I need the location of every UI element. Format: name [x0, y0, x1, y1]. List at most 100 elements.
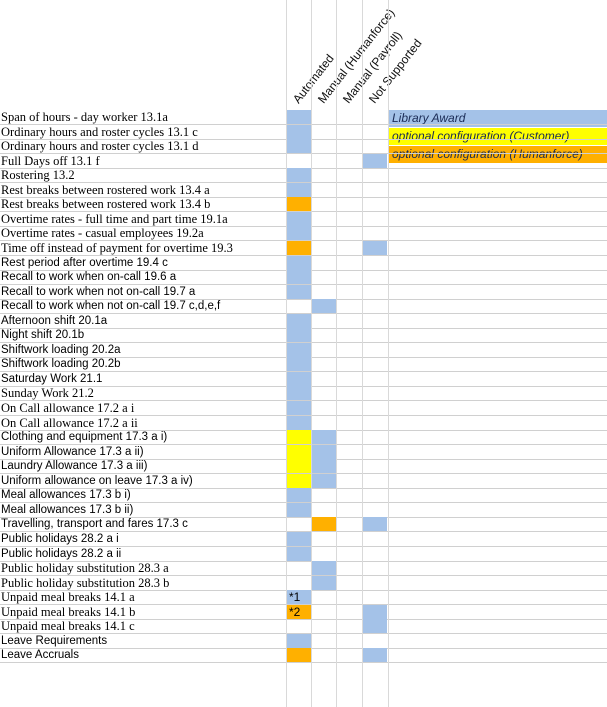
row-label: Recall to work when not on-call 19.7 a: [1, 285, 196, 298]
row-label: Public holiday substitution 28.3 a: [1, 561, 169, 576]
table-row: Unpaid meal breaks 14.1 a *1: [0, 590, 607, 606]
row-label: Public holidays 28.2 a ii: [1, 547, 122, 560]
status-cell: [287, 430, 311, 445]
column-divider: [286, 0, 287, 707]
status-cell: [287, 110, 311, 124]
status-cell: [312, 561, 336, 576]
table-row: On Call allowance 17.2 a i: [0, 401, 607, 416]
row-divider: [0, 240, 607, 242]
row-divider: [0, 269, 607, 271]
row-divider: [0, 385, 607, 387]
status-cell: [287, 444, 311, 459]
status-cell: [363, 648, 387, 663]
row-divider: [0, 560, 607, 562]
table-row: Recall to work when on-call 19.6 a: [0, 270, 607, 286]
row-divider: [0, 342, 607, 344]
row-label: Rest breaks between rostered work 13.4 a: [1, 182, 210, 197]
table-row: Laundry Allowance 17.3 a iii): [0, 459, 607, 475]
row-divider: [0, 575, 607, 577]
status-cell: [287, 342, 311, 357]
row-label: Meal allowances 17.3 b i): [1, 489, 131, 502]
status-cell: [287, 648, 311, 663]
row-label: Rest period after overtime 19.4 c: [1, 256, 168, 269]
status-cell: [287, 371, 311, 386]
status-cell: [287, 211, 311, 226]
table-row: Overtime rates - casual employees 19.2a: [0, 226, 607, 242]
status-cell: [287, 473, 311, 488]
status-cell: [287, 415, 311, 430]
status-cell: [312, 299, 336, 314]
status-cell: [287, 328, 311, 343]
row-label: Unpaid meal breaks 14.1 b: [1, 604, 136, 619]
row-divider: [0, 298, 607, 300]
table-row: Meal allowances 17.3 b ii): [0, 502, 607, 518]
status-cell: [287, 546, 311, 561]
status-cell: [363, 604, 387, 619]
status-cell: [312, 444, 336, 459]
row-label: Shiftwork loading 20.2b: [1, 358, 121, 371]
row-divider: [0, 284, 607, 286]
row-divider: [0, 647, 607, 649]
table-row: Ordinary hours and roster cycles 13.1 d: [0, 139, 607, 155]
row-divider: [0, 211, 607, 213]
status-cell: *2: [287, 604, 311, 619]
row-label: Uniform allowance on leave 17.3 a iv): [1, 474, 193, 487]
row-label: Laundry Allowance 17.3 a iii): [1, 460, 148, 473]
row-divider: [0, 225, 607, 227]
table-row: Shiftwork loading 20.2b: [0, 357, 607, 373]
row-label: Shiftwork loading 20.2a: [1, 343, 121, 356]
status-cell: [287, 531, 311, 546]
status-cell: [363, 153, 387, 168]
legend-item: Library Award: [389, 110, 607, 127]
table-row: Clothing and equipment 17.3 a i): [0, 430, 607, 446]
table-row: Sunday Work 21.2: [0, 386, 607, 402]
row-divider: [0, 531, 607, 533]
row-divider: [0, 633, 607, 635]
row-label: Night shift 20.1b: [1, 329, 85, 342]
row-label: Overtime rates - full time and part time…: [1, 211, 228, 226]
status-cell: [287, 488, 311, 503]
row-label: On Call allowance 17.2 a ii: [1, 415, 138, 430]
row-label: Overtime rates - casual employees 19.2a: [1, 226, 204, 241]
row-divider: [0, 545, 607, 547]
table-row: Saturday Work 21.1: [0, 371, 607, 387]
row-label: Sunday Work 21.2: [1, 386, 94, 401]
row-label: Uniform Allowance 17.3 a ii): [1, 445, 144, 458]
status-cell: [312, 459, 336, 474]
row-label: Recall to work when on-call 19.6 a: [1, 271, 177, 284]
row-label: Clothing and equipment 17.3 a i): [1, 431, 168, 444]
status-cell: [287, 459, 311, 474]
row-label: Ordinary hours and roster cycles 13.1 c: [1, 124, 198, 139]
status-cell: [287, 633, 311, 648]
status-cell: [287, 240, 311, 255]
status-cell: [287, 284, 311, 299]
status-cell: [363, 619, 387, 634]
table-row: Leave Accruals: [0, 648, 607, 664]
row-divider: [0, 371, 607, 373]
row-divider: [0, 182, 607, 184]
status-cell: [287, 313, 311, 328]
status-cell: [287, 168, 311, 183]
status-cell: [312, 473, 336, 488]
row-divider: [0, 400, 607, 402]
status-cell: [287, 124, 311, 139]
table-row: Overtime rates - full time and part time…: [0, 211, 607, 227]
row-label: Leave Accruals: [1, 649, 79, 662]
column-divider: [311, 0, 312, 707]
table-row: Full Days off 13.1 f: [0, 153, 607, 169]
status-cell: [287, 226, 311, 241]
table-row: Meal allowances 17.3 b i): [0, 488, 607, 504]
row-label: Afternoon shift 20.1a: [1, 314, 108, 327]
row-label: Time off instead of payment for overtime…: [1, 240, 233, 255]
row-divider: [0, 502, 607, 504]
row-label: Meal allowances 17.3 b ii): [1, 503, 134, 516]
row-divider: [0, 662, 607, 664]
table-row: Rest period after overtime 19.4 c: [0, 255, 607, 271]
status-cell: [287, 182, 311, 197]
status-cell: [287, 401, 311, 415]
row-divider: [0, 313, 607, 315]
row-label: Unpaid meal breaks 14.1 a: [1, 590, 135, 605]
row-divider: [0, 153, 607, 155]
status-cell: *1: [287, 590, 311, 605]
